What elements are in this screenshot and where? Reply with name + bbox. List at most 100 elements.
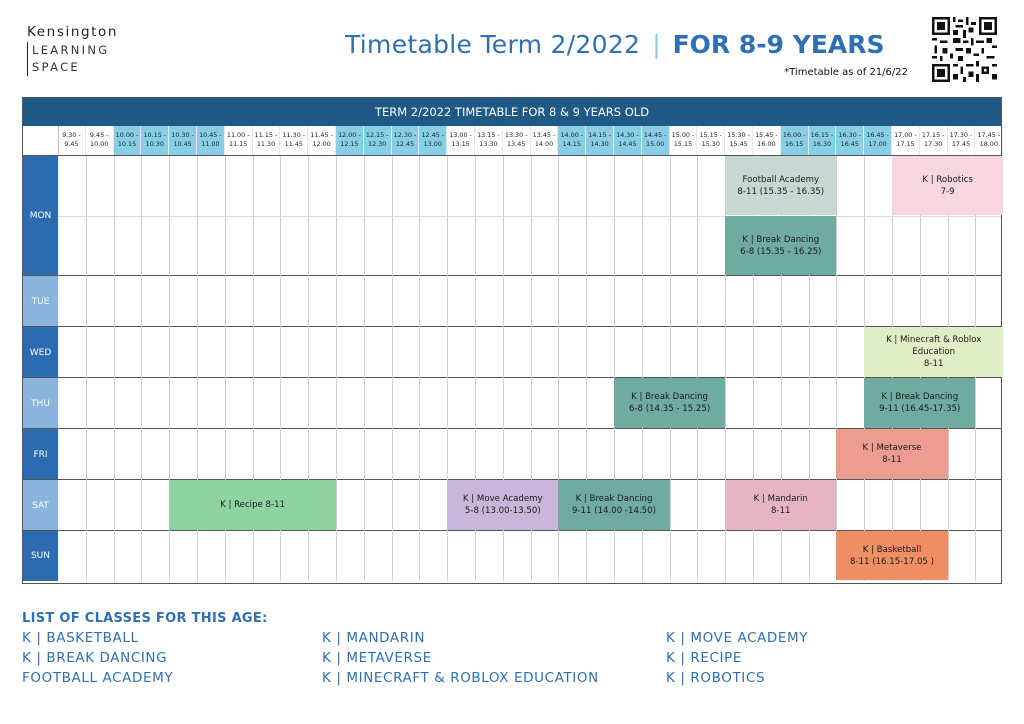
- day-label-thu: THU: [23, 378, 58, 429]
- grid-line: [586, 156, 588, 581]
- time-slot-header: 10.00 -10.15: [113, 126, 142, 156]
- class-list-heading: LIST OF CLASSES FOR THIS AGE:: [22, 611, 268, 626]
- grid-line: [780, 156, 782, 581]
- time-slot-header: 13.45 -14.00: [531, 126, 559, 156]
- grid-line: [197, 156, 198, 581]
- grid-line: [669, 156, 671, 581]
- time-slot-header: 13.00 -13.15: [447, 126, 475, 156]
- class-block-text: 6-8 (14.35 - 15.25): [628, 404, 711, 414]
- class-block-text: K | Break Dancing: [881, 392, 959, 402]
- class-block: K | Metaverse 8-11: [836, 429, 948, 479]
- class-block-text: K | Break Dancing: [742, 234, 820, 245]
- day-label-sat: SAT: [23, 480, 58, 531]
- row-divider: [23, 275, 1001, 276]
- class-list-item: FOOTBALL ACADEMY: [22, 670, 174, 686]
- logo-line-2: SPACE: [32, 60, 80, 74]
- qr-code-icon: [932, 17, 997, 82]
- class-block: K | Break Dancing 9-11 (16.45-17.35): [864, 378, 976, 428]
- day-label-wed: WED: [23, 327, 58, 378]
- time-slot-header: 10.15 -10.30: [141, 126, 170, 156]
- class-block: K | Mandarin 8-11: [725, 480, 837, 530]
- class-block-text: K | Move Academy: [462, 494, 543, 504]
- time-slot-header: 15.30 -15.45: [725, 126, 753, 156]
- grid-line: [530, 156, 532, 581]
- grid-line: [113, 156, 115, 581]
- time-slot-header: 16.00 -16.15: [780, 126, 809, 156]
- grid-line: [475, 156, 476, 581]
- grid-line: [502, 156, 504, 581]
- day-label-mon: MON: [23, 156, 58, 276]
- class-block-text: K | Mandarin: [753, 494, 808, 504]
- class-block-text: 9-11 (16.45-17.35): [879, 404, 961, 414]
- row-divider: [23, 428, 1001, 429]
- grid-line: [641, 156, 643, 581]
- time-slot-header: 15.15 -15.30: [697, 126, 726, 156]
- time-slot-header: 16.45 -17.00: [864, 126, 892, 156]
- class-block: Football Academy 8-11 (15.35 - 16.35): [725, 156, 837, 215]
- logo: Kensington LEARNING SPACE: [27, 24, 118, 76]
- class-block-text: 8-11: [771, 506, 791, 516]
- header-divider: [23, 155, 1001, 156]
- class-block-text: 5-8 (13.00-13.50): [464, 506, 541, 516]
- title-separator: |: [652, 30, 661, 59]
- grid-line: [280, 156, 282, 581]
- page-title: Timetable Term 2/2022 | FOR 8-9 YEARS: [345, 30, 885, 59]
- time-slot-header: 15.45 -16.00: [753, 126, 781, 156]
- grid-line: [391, 156, 393, 581]
- time-slot-header: 16.15 -16.30: [808, 126, 837, 156]
- title-age: FOR 8-9 YEARS: [672, 30, 885, 59]
- grid-line: [447, 156, 449, 581]
- class-block-text: K | Break Dancing: [575, 494, 653, 504]
- timetable-date-note: *Timetable as of 21/6/22: [784, 67, 908, 78]
- day-label-sun: SUN: [23, 531, 58, 581]
- class-list-item: K | MANDARIN: [322, 630, 426, 646]
- time-slot-header: 14.15 -14.30: [586, 126, 614, 156]
- time-slot-header: 11.15 -11.30: [253, 126, 281, 156]
- grid-line: [836, 156, 838, 581]
- grid-line: [224, 156, 226, 581]
- grid-line: [697, 156, 699, 581]
- class-block-text: K | Break Dancing: [631, 392, 709, 402]
- class-block-text: K | Robotics: [922, 174, 973, 185]
- time-slot-header: 14.45 -15.00: [641, 126, 670, 156]
- grid-line: [614, 156, 615, 581]
- grid-line: [85, 156, 87, 581]
- time-slot-header: 17.45 -18.00: [975, 126, 1004, 156]
- class-list-item: K | MOVE ACADEMY: [666, 630, 809, 646]
- grid-line: [363, 156, 365, 581]
- grid-line: [558, 156, 560, 581]
- row-divider: [23, 377, 1001, 378]
- time-slot-header: 17.15 -17.30: [920, 126, 948, 156]
- time-slot-header: 17.00 -17.15: [892, 126, 920, 156]
- class-block-text: 8-11: [923, 359, 944, 369]
- class-block-text: K | Metaverse: [862, 443, 922, 453]
- time-slot-header: 14.30 -14.45: [614, 126, 642, 156]
- time-slot-header: 11.30 -11.45: [280, 126, 309, 156]
- class-list-item: K | RECIPE: [666, 650, 742, 666]
- grid-line: [141, 156, 143, 581]
- grid-line: [169, 156, 171, 581]
- class-block: K | Break Dancing 6-8 (15.35 - 16.25): [725, 216, 837, 275]
- time-slot-header: 9.45 -10.00: [86, 126, 114, 156]
- time-slot-header: 13.15 -13.30: [475, 126, 503, 156]
- time-slot-header: 13.30 -13.45: [503, 126, 531, 156]
- class-block-text: 8-11: [882, 455, 902, 465]
- class-list-item: K | BASKETBALL: [22, 630, 139, 646]
- class-block: K | Minecraft & Roblox Education 8-11: [864, 327, 1004, 377]
- grid-line: [308, 156, 310, 581]
- time-slot-header: 11.00 -11.15: [225, 126, 253, 156]
- row-divider: [23, 479, 1001, 480]
- class-list-item: K | BREAK DANCING: [22, 650, 168, 666]
- title-term: Timetable Term 2/2022: [345, 30, 641, 59]
- class-block-text: K | Basketball: [862, 544, 922, 555]
- time-slot-header: 10.45 -11.00: [197, 126, 225, 156]
- timetable-title: TERM 2/2022 TIMETABLE FOR 8 & 9 YEARS OL…: [23, 98, 1001, 126]
- grid-line: [753, 156, 754, 581]
- day-label-fri: FRI: [23, 429, 58, 480]
- class-block: K | Break Dancing 6-8 (14.35 - 15.25): [614, 378, 726, 428]
- class-block-text: K | Minecraft & Roblox: [886, 335, 982, 345]
- grid-line: [336, 156, 337, 581]
- time-slot-header: 16.30 -16.45: [836, 126, 865, 156]
- timetable-corner: [23, 126, 59, 156]
- grid-line: [252, 156, 254, 581]
